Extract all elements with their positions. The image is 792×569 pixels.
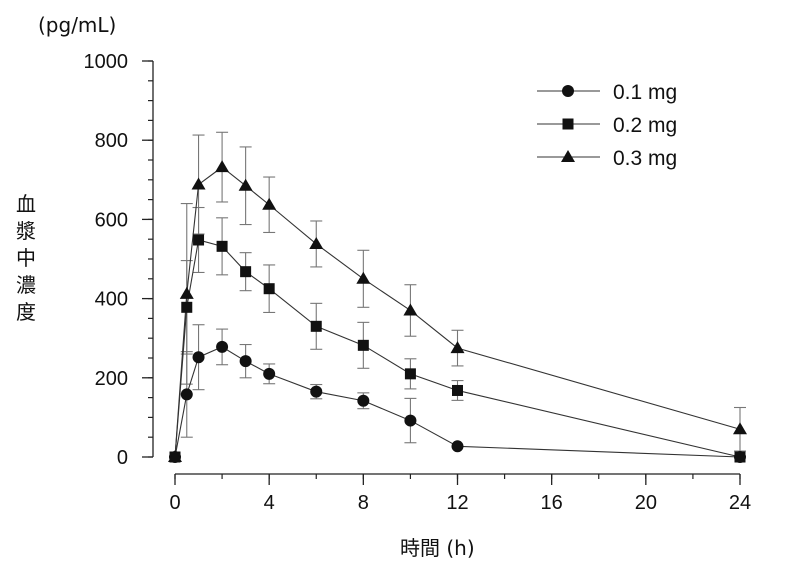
data-point-0_2-mg [357, 339, 369, 351]
y-tick-label: 200 [95, 368, 128, 390]
legend-marker-0_3-mg [561, 150, 575, 162]
x-tick-label: 16 [541, 492, 563, 514]
y-tick-label: 1000 [84, 51, 129, 73]
data-point-0_2-mg [404, 368, 416, 380]
series-line-0_3-mg [174, 166, 741, 458]
data-point-0_1-mg [192, 351, 205, 364]
x-axis-title: 時間 (h) [400, 536, 475, 560]
legend-label-0_3-mg: 0.3 mg [613, 147, 677, 170]
y-axis-title: 血漿中濃度 [16, 192, 36, 324]
data-point-0_1-mg [180, 388, 193, 401]
data-point-0_3-mg [179, 286, 194, 299]
data-point-0_3-mg [403, 303, 418, 316]
data-point-0_3-mg [309, 236, 324, 249]
data-point-0_2-mg [452, 384, 463, 396]
y-tick-label: 800 [95, 130, 128, 152]
x-tick-label: 12 [446, 492, 468, 514]
data-point-0_3-mg [450, 341, 465, 354]
data-point-0_3-mg [238, 178, 253, 191]
data-point-0_1-mg [263, 367, 276, 380]
legend-marker-0_2-mg [562, 118, 574, 130]
data-point-0_3-mg [168, 450, 182, 462]
data-point-0_3-mg [262, 197, 277, 210]
data-point-0_2-mg [193, 234, 205, 246]
data-point-0_1-mg [239, 355, 252, 368]
data-point-0_2-mg [240, 266, 252, 278]
y-tick-label: 0 [117, 447, 128, 469]
data-point-0_3-mg [215, 160, 230, 173]
data-point-0_2-mg [181, 301, 193, 313]
data-point-0_1-mg [310, 385, 323, 398]
y-tick-label: 400 [95, 289, 128, 311]
data-point-0_1-mg [451, 440, 464, 453]
x-tick-label: 20 [635, 492, 657, 514]
data-point-0_1-mg [216, 340, 229, 353]
data-point-0_3-mg [733, 422, 747, 435]
data-point-0_3-mg [191, 177, 206, 190]
data-point-0_1-mg [404, 414, 417, 427]
x-tick-label: 0 [169, 492, 180, 514]
data-point-0_2-mg [216, 240, 228, 252]
y-unit-label: (pg/mL) [38, 13, 116, 37]
data-point-0_2-mg [734, 451, 746, 463]
legend: 0.1 mg 0.2 mg 0.3 mg [537, 81, 677, 170]
data-point-0_1-mg [357, 394, 370, 407]
data-point-0_2-mg [263, 283, 275, 295]
x-tick-label: 24 [729, 492, 751, 514]
data-markers [168, 160, 747, 463]
legend-label-0_1-mg: 0.1 mg [613, 81, 677, 104]
data-point-0_2-mg [310, 320, 322, 332]
axes: 0 200 400 600 800 1000 0 4 8 12 16 20 24 血漿中濃度 [16, 51, 751, 514]
legend-label-0_2-mg: 0.2 mg [613, 114, 677, 137]
x-tick-label: 8 [358, 492, 369, 514]
legend-marker-0_1-mg [562, 85, 574, 97]
y-tick-label: 600 [95, 209, 128, 231]
series-lines [174, 166, 741, 458]
data-point-0_3-mg [356, 271, 371, 284]
x-tick-label: 4 [264, 492, 275, 514]
